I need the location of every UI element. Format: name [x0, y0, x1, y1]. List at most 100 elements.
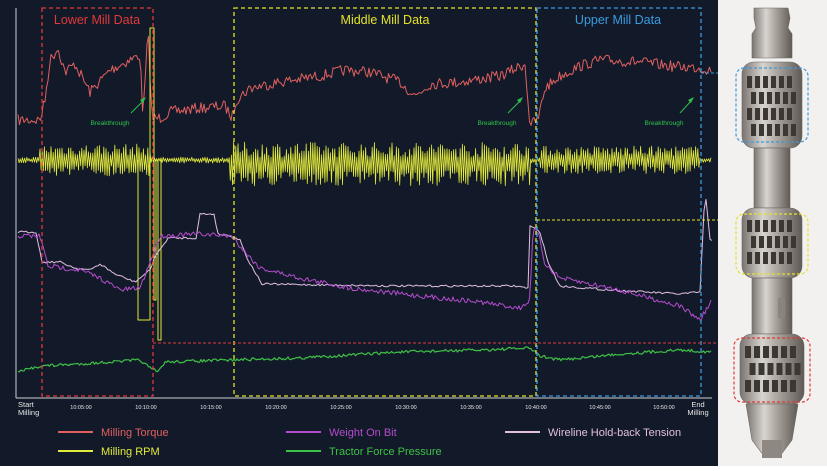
cutter-slot [745, 380, 751, 392]
tool-shaft-lower [751, 277, 793, 335]
series-milling-torque [17, 35, 712, 126]
cutter-slot [791, 124, 796, 136]
cutter-slot [747, 220, 752, 232]
chart-svg: Lower Mill Data Middle Mill Data Upper M… [15, 7, 718, 458]
tool-top-connector [751, 7, 793, 59]
cutter-slot [747, 76, 752, 88]
cutter-slot [775, 92, 780, 104]
section-box-lower [41, 7, 154, 397]
cutter-slot [771, 76, 776, 88]
cutter-slot [790, 346, 796, 358]
series-milling-rpm [17, 141, 712, 187]
cutter-slot [755, 108, 760, 120]
section-label-middle: Middle Mill Data [341, 13, 430, 27]
cutter-slot [787, 220, 792, 232]
breakthrough-annotation-1: Breakthrough [90, 97, 146, 127]
cutter-slot [745, 346, 751, 358]
legend-label-milling-rpm: Milling RPM [101, 446, 160, 458]
cutter-slot [747, 108, 752, 120]
cutter-slot [787, 252, 792, 264]
cutter-slot [771, 252, 776, 264]
cutter-slot [772, 380, 778, 392]
legend-item-weight-on-bit: Weight On Bit [286, 427, 397, 439]
cutter-slot [754, 346, 760, 358]
x-tick-2: 10:10:00 [135, 405, 156, 411]
middle-mill-highlight [735, 213, 809, 275]
legend-item-milling-rpm: Milling RPM [58, 446, 160, 458]
cutter-slot [763, 346, 769, 358]
middle-mill-cutters [747, 220, 796, 264]
x-tick-start-text: Start Milling [18, 400, 39, 417]
cutter-slot [759, 236, 764, 248]
x-tick-9: 10:45:00 [589, 405, 610, 411]
series-wireline-tension [17, 198, 713, 295]
x-tick-10: 10:50:00 [653, 405, 674, 411]
cutter-slot [775, 236, 780, 248]
section-label-lower: Lower Mill Data [54, 13, 140, 27]
x-tick-5: 10:25:00 [330, 405, 351, 411]
cutter-slot [759, 124, 764, 136]
breakthrough-annotation-2: Breakthrough [477, 97, 523, 127]
cutter-slot [783, 124, 788, 136]
cutter-slot [787, 76, 792, 88]
cutter-slot [791, 236, 796, 248]
x-tick-1: 10:05:00 [70, 405, 91, 411]
section-label-upper: Upper Mill Data [575, 13, 661, 27]
breakthrough-label-1: Breakthrough [90, 120, 129, 127]
serial-plate [778, 298, 785, 318]
cutter-slot [758, 363, 765, 375]
legend-item-milling-torque: Milling Torque [58, 427, 169, 439]
tool-nose-tip [762, 440, 782, 458]
breakthrough-label-3: Breakthrough [644, 120, 683, 127]
cutter-slot [787, 108, 792, 120]
series-layer [17, 27, 713, 373]
cutter-slot [776, 363, 783, 375]
x-tick-3: 10:15:00 [200, 405, 221, 411]
breakthrough-annotation-3: Breakthrough [644, 97, 694, 127]
mill-tool-photo [718, 0, 827, 466]
cutter-slot [767, 124, 772, 136]
chart-panel: Lower Mill Data Middle Mill Data Upper M… [0, 0, 718, 466]
cutter-slot [783, 92, 788, 104]
section-box-middle [233, 7, 537, 397]
mill-tool-drawing [733, 7, 811, 458]
cutter-slot [763, 380, 769, 392]
cutter-slot [763, 76, 768, 88]
cutter-slot [779, 76, 784, 88]
cutter-slot [775, 124, 780, 136]
cutter-slot [767, 363, 774, 375]
legend-label-milling-torque: Milling Torque [101, 427, 169, 439]
upper-mill-cutters [747, 76, 796, 136]
cutter-slot [763, 252, 768, 264]
cutter-slot [781, 346, 787, 358]
upper-mill-highlight [735, 67, 809, 143]
cutter-slot [771, 220, 776, 232]
cutter-slot [779, 252, 784, 264]
legend-item-wireline-tension: Wireline Hold-back Tension [505, 427, 681, 439]
x-tick-end: End Milling [687, 400, 708, 417]
cutter-slot [779, 108, 784, 120]
legend-label-tractor-force: Tractor Force Pressure [329, 446, 442, 458]
cutter-slot [779, 220, 784, 232]
cutter-slot [767, 92, 772, 104]
cutter-slot [781, 380, 787, 392]
legend-label-wireline-tension: Wireline Hold-back Tension [548, 427, 681, 439]
breakthrough-label-2: Breakthrough [477, 120, 516, 127]
cutter-slot [755, 252, 760, 264]
cutter-slot [771, 108, 776, 120]
cutter-slot [751, 124, 756, 136]
cutter-slot [759, 92, 764, 104]
cutter-slot [749, 363, 756, 375]
cutter-slot [755, 220, 760, 232]
cutter-slot [755, 76, 760, 88]
x-tick-7: 10:35:00 [460, 405, 481, 411]
x-tick-6: 10:30:00 [395, 405, 416, 411]
cutter-slot [772, 346, 778, 358]
cutter-slot [763, 220, 768, 232]
cutter-slot [767, 236, 772, 248]
lower-mill-cutters [745, 346, 801, 392]
cutter-slot [751, 92, 756, 104]
cutter-slot [763, 108, 768, 120]
series-milling-rpm-spikes [137, 27, 162, 341]
cutter-slot [751, 236, 756, 248]
